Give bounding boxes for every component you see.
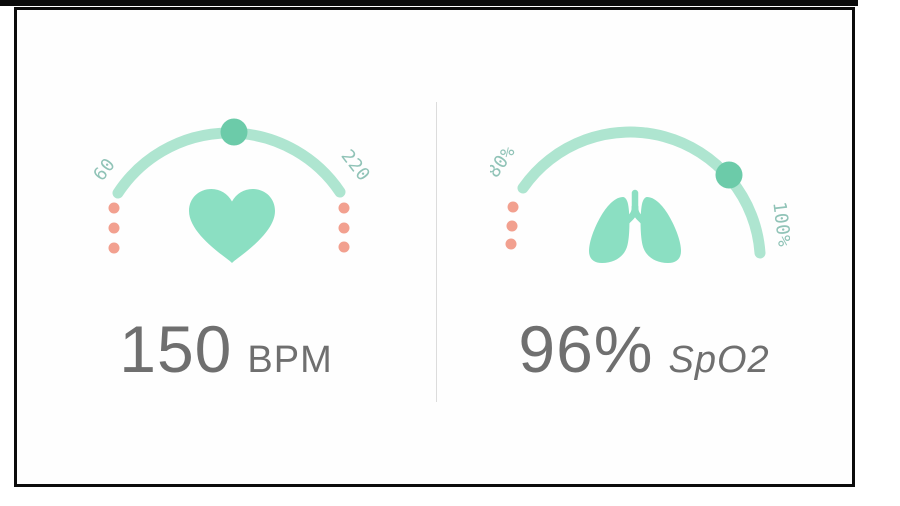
spo2-max-label: 100% <box>768 201 790 249</box>
dot <box>108 242 120 254</box>
dot <box>506 220 518 232</box>
vitals-card: 60 220 150 BPM 80% 100% <box>14 7 855 487</box>
spo2-reading: 96% SpO2 <box>436 316 852 382</box>
dot <box>338 222 350 234</box>
heart-rate-panel: 60 220 150 BPM <box>17 10 435 484</box>
heart-rate-value: 150 <box>119 312 233 386</box>
spo2-knob[interactable] <box>715 161 743 189</box>
heart-rate-reading: 150 BPM <box>17 316 435 382</box>
spo2-value: 96% <box>518 312 654 386</box>
spo2-arc <box>517 126 766 259</box>
spo2-unit: SpO2 <box>668 339 770 381</box>
heart-icon <box>189 189 275 263</box>
heart-rate-max-label: 220 <box>337 146 374 186</box>
spo2-gauge: 80% 100% <box>490 126 790 263</box>
heart-rate-unit: BPM <box>247 339 333 381</box>
dot <box>108 202 120 214</box>
dot <box>338 241 350 253</box>
heart-rate-min-label: 60 <box>89 154 120 185</box>
spo2-min-label: 80% <box>490 142 520 182</box>
panel-divider <box>436 102 437 402</box>
dot <box>505 238 517 250</box>
lungs-icon <box>589 189 681 263</box>
dot <box>338 202 350 214</box>
heart-rate-knob[interactable] <box>220 118 248 146</box>
dot <box>507 201 519 213</box>
spo2-panel: 80% 100% 96% SpO2 <box>436 10 852 484</box>
dot <box>108 222 120 234</box>
heart-rate-gauge: 60 220 <box>89 118 374 263</box>
top-black-bar <box>0 0 858 6</box>
